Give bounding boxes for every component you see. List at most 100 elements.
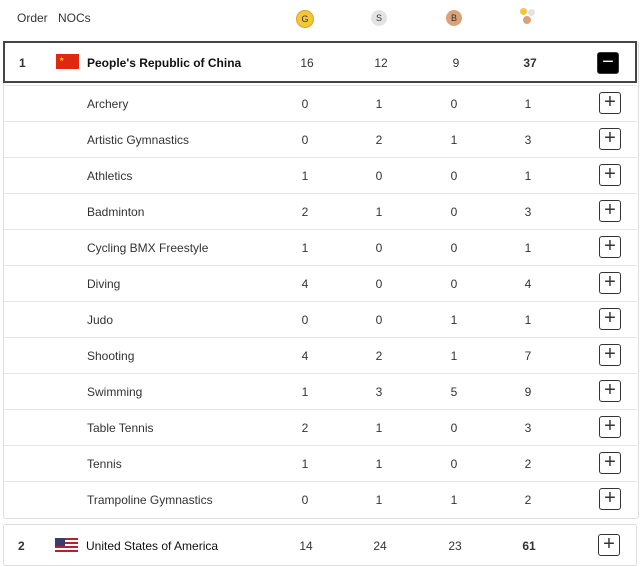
gold-count: 1 xyxy=(301,241,309,255)
silver-count: 1 xyxy=(375,457,383,471)
collapse-button[interactable]: − xyxy=(597,52,619,74)
total-count: 1 xyxy=(524,241,532,255)
country-name: People's Republic of China xyxy=(87,56,242,70)
total-medals-icon xyxy=(520,8,538,26)
sport-name: Athletics xyxy=(87,169,133,183)
total-count: 3 xyxy=(524,205,532,219)
order: 1 xyxy=(19,56,26,70)
expand-button[interactable]: + xyxy=(599,416,621,438)
bronze-medal-icon: B xyxy=(446,10,462,26)
expand-button[interactable]: + xyxy=(599,272,621,294)
sport-row: Badminton 2 1 0 3 + xyxy=(3,193,637,229)
expand-button[interactable]: + xyxy=(599,92,621,114)
sport-name: Tennis xyxy=(87,457,122,471)
bronze-count: 0 xyxy=(450,205,458,219)
bronze-count: 0 xyxy=(450,169,458,183)
sport-row: Table Tennis 2 1 0 3 + xyxy=(3,409,637,445)
bronze-count: 5 xyxy=(450,385,458,399)
total-count: 37 xyxy=(523,56,537,70)
silver-count: 0 xyxy=(375,277,383,291)
order: 2 xyxy=(18,539,25,553)
expand-button[interactable]: + xyxy=(599,236,621,258)
total-count: 9 xyxy=(524,385,532,399)
sport-name: Cycling BMX Freestyle xyxy=(87,241,209,255)
sport-name: Archery xyxy=(87,97,129,111)
silver-count: 1 xyxy=(375,421,383,435)
sport-row: Artistic Gymnastics 0 2 1 3 + xyxy=(3,121,637,157)
bronze-count: 9 xyxy=(452,56,460,70)
gold-count: 2 xyxy=(301,205,309,219)
bronze-count: 23 xyxy=(448,539,462,553)
bronze-count: 0 xyxy=(450,277,458,291)
gold-count: 0 xyxy=(301,493,309,507)
usa-flag-icon xyxy=(55,538,78,553)
expand-button[interactable]: + xyxy=(599,164,621,186)
sport-name: Shooting xyxy=(87,349,135,363)
expand-button[interactable]: + xyxy=(599,344,621,366)
sport-row: Swimming 1 3 5 9 + xyxy=(3,373,637,409)
sport-row: Archery 0 1 0 1 + xyxy=(3,85,637,121)
total-count: 2 xyxy=(524,493,532,507)
silver-count: 12 xyxy=(374,56,388,70)
silver-count: 0 xyxy=(375,241,383,255)
expand-button[interactable]: + xyxy=(598,534,620,556)
silver-medal-icon: S xyxy=(371,10,387,26)
china-flag-icon: ★ xyxy=(56,54,79,69)
bronze-count: 1 xyxy=(450,133,458,147)
sport-name: Badminton xyxy=(87,205,145,219)
sport-row: Tennis 1 1 0 2 + xyxy=(3,445,637,481)
sport-name: Artistic Gymnastics xyxy=(87,133,190,147)
total-count: 1 xyxy=(524,97,532,111)
sport-row: Cycling BMX Freestyle 1 0 0 1 + xyxy=(3,229,637,265)
sport-name: Table Tennis xyxy=(87,421,154,435)
silver-count: 0 xyxy=(375,313,383,327)
sport-row: Trampoline Gymnastics 0 1 1 2 + xyxy=(3,481,637,517)
bronze-count: 0 xyxy=(450,457,458,471)
bronze-count: 0 xyxy=(450,421,458,435)
gold-medal-icon: G xyxy=(296,10,314,28)
total-count: 1 xyxy=(524,169,532,183)
sport-row: Diving 4 0 0 4 + xyxy=(3,265,637,301)
sport-row: Shooting 4 2 1 7 + xyxy=(3,337,637,373)
total-count: 7 xyxy=(524,349,532,363)
expand-button[interactable]: + xyxy=(599,308,621,330)
total-count: 61 xyxy=(522,539,536,553)
silver-count: 2 xyxy=(375,133,383,147)
bronze-count: 1 xyxy=(450,493,458,507)
gold-count: 14 xyxy=(299,539,313,553)
silver-count: 24 xyxy=(373,539,387,553)
gold-count: 0 xyxy=(301,133,309,147)
total-count: 3 xyxy=(524,421,532,435)
gold-count: 2 xyxy=(301,421,309,435)
order-header: Order xyxy=(17,11,48,25)
sport-name: Trampoline Gymnastics xyxy=(87,493,213,507)
gold-count: 4 xyxy=(301,277,309,291)
silver-count: 3 xyxy=(375,385,383,399)
gold-count: 1 xyxy=(301,169,309,183)
silver-count: 1 xyxy=(375,97,383,111)
country-row-china[interactable]: 1 ★ People's Republic of China 16 12 9 3… xyxy=(3,41,637,83)
silver-count: 1 xyxy=(375,493,383,507)
sport-name: Judo xyxy=(87,313,114,327)
country-name: United States of America xyxy=(86,539,219,553)
nocs-header: NOCs xyxy=(58,11,91,25)
expand-button[interactable]: + xyxy=(599,380,621,402)
sport-name: Diving xyxy=(87,277,121,291)
sport-row: Judo 0 0 1 1 + xyxy=(3,301,637,337)
gold-count: 4 xyxy=(301,349,309,363)
sport-row: Athletics 1 0 0 1 + xyxy=(3,157,637,193)
bronze-count: 0 xyxy=(450,97,458,111)
bronze-count: 0 xyxy=(450,241,458,255)
bronze-count: 1 xyxy=(450,313,458,327)
expand-button[interactable]: + xyxy=(599,200,621,222)
gold-count: 0 xyxy=(301,313,309,327)
expand-button[interactable]: + xyxy=(599,452,621,474)
country-row-usa[interactable]: 2 United States of America 14 24 23 61 + xyxy=(3,524,637,566)
total-count: 1 xyxy=(524,313,532,327)
gold-count: 0 xyxy=(301,97,309,111)
bronze-count: 1 xyxy=(450,349,458,363)
expand-button[interactable]: + xyxy=(599,488,621,510)
gold-count: 16 xyxy=(300,56,314,70)
expand-button[interactable]: + xyxy=(599,128,621,150)
total-count: 4 xyxy=(524,277,532,291)
